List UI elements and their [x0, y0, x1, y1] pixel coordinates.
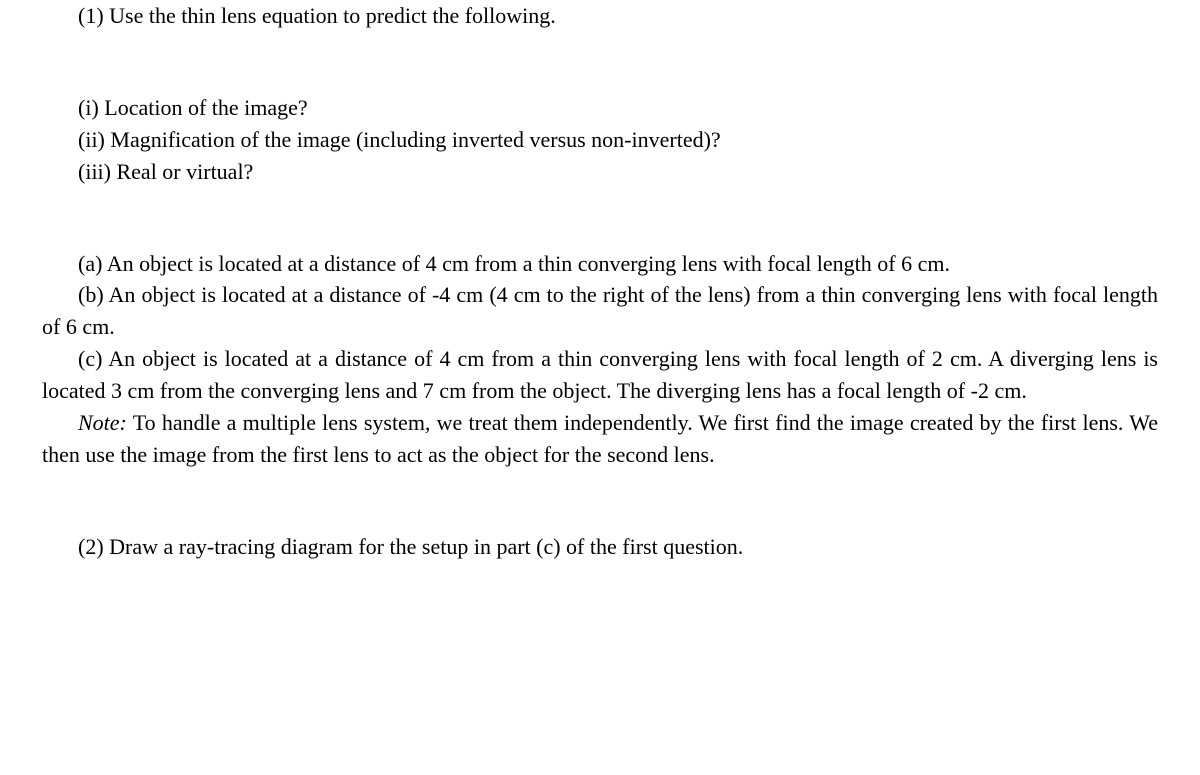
- note-text: To handle a multiple lens system, we tre…: [42, 410, 1158, 467]
- q1-parts: (a) An object is located at a distance o…: [42, 248, 1158, 471]
- q1-sub-i: (i) Location of the image?: [42, 92, 1158, 124]
- q1-note: Note: To handle a multiple lens system, …: [42, 407, 1158, 471]
- q1-header: (1) Use the thin lens equation to predic…: [42, 0, 1158, 32]
- note-label: Note:: [78, 410, 127, 435]
- q1-part-c: (c) An object is located at a distance o…: [42, 343, 1158, 407]
- q1-part-a: (a) An object is located at a distance o…: [42, 248, 1158, 280]
- q1-subparts: (i) Location of the image? (ii) Magnific…: [42, 92, 1158, 188]
- q2-text: (2) Draw a ray-tracing diagram for the s…: [42, 531, 1158, 563]
- question-1: (1) Use the thin lens equation to predic…: [42, 0, 1158, 32]
- q1-part-b: (b) An object is located at a distance o…: [42, 279, 1158, 343]
- q1-sub-ii: (ii) Magnification of the image (includi…: [42, 124, 1158, 156]
- q1-sub-iii: (iii) Real or virtual?: [42, 156, 1158, 188]
- question-2: (2) Draw a ray-tracing diagram for the s…: [42, 531, 1158, 563]
